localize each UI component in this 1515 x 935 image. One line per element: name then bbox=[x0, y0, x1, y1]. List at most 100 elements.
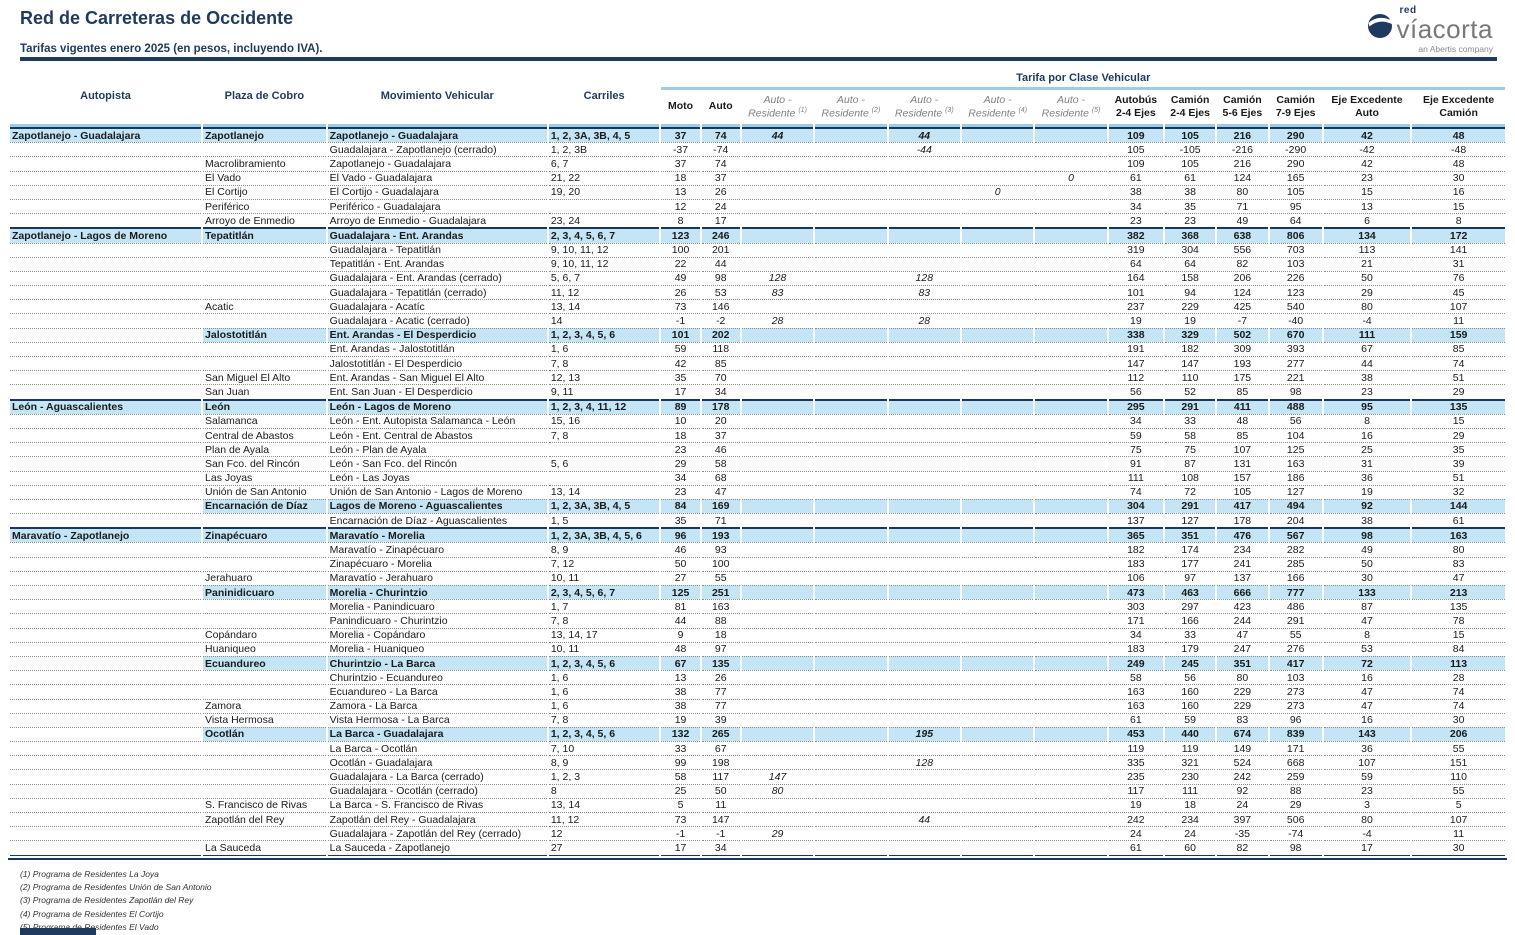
table-row: Copándaro Morelia - Copándaro 13, 14, 17 9 1… bbox=[10, 627, 1505, 642]
tarifa-cell: 87 bbox=[1165, 456, 1216, 470]
tarifa-cell: 18 bbox=[661, 427, 700, 442]
autopista-cell bbox=[10, 442, 202, 456]
tarifa-cell: 221 bbox=[1269, 370, 1322, 384]
vehicle-class-header: Camión 2-4 Ejes bbox=[1165, 90, 1216, 127]
tarifa-cell: 74 bbox=[1412, 698, 1505, 713]
tarifa-cell: 61 bbox=[1108, 170, 1163, 185]
carriles-cell: 9, 10, 11, 12 bbox=[548, 242, 660, 257]
tarifa-cell: 282 bbox=[1269, 542, 1322, 556]
tarifa-cell bbox=[888, 456, 960, 470]
autopista-cell bbox=[10, 641, 202, 656]
movimiento-cell: Guadalajara - Zapotlán del Rey (cerrado) bbox=[327, 826, 547, 840]
plaza-cell bbox=[203, 613, 326, 627]
tarifa-cell: 52 bbox=[1165, 384, 1216, 398]
tarifa-cell: 75 bbox=[1108, 442, 1163, 456]
table-row: La Sauceda La Sauceda - Zapotlanejo 27 17 34… bbox=[10, 840, 1505, 856]
movimiento-cell: Panindicuaro - Churintzio bbox=[327, 613, 547, 627]
tarifa-cell bbox=[888, 769, 960, 783]
plaza-cell: La Sauceda bbox=[203, 840, 326, 856]
tarifa-cell bbox=[741, 213, 814, 227]
tarifa-cell: 44 bbox=[741, 127, 814, 143]
table-row: Macrolibramiento Zapotlanejo - Guadalajar… bbox=[10, 156, 1505, 170]
tarifa-cell bbox=[961, 456, 1034, 470]
tarifa-cell bbox=[815, 413, 887, 428]
tarifa-cell bbox=[961, 741, 1034, 755]
movimiento-cell: Zinapécuaro - Morelia bbox=[327, 556, 547, 571]
plaza-cell: San Miguel El Alto bbox=[203, 370, 326, 384]
tarifa-cell: 8 bbox=[1323, 413, 1411, 428]
tarifa-cell bbox=[1035, 313, 1107, 327]
footnotes: (1) Programa de Residentes La Joya (2) Pr… bbox=[20, 868, 212, 934]
tarifa-cell bbox=[961, 227, 1034, 243]
tarifa-cell bbox=[1035, 142, 1107, 156]
tarifa-cell: 37 bbox=[701, 427, 740, 442]
tarifa-cell: 77 bbox=[701, 684, 740, 698]
table-row: San Fco. del Rincón León - San Fco. del R… bbox=[10, 456, 1505, 470]
autopista-cell bbox=[10, 327, 202, 342]
tarifa-cell bbox=[961, 826, 1034, 840]
tarifa-cell: 216 bbox=[1217, 127, 1268, 143]
tarifa-cell: 34 bbox=[661, 470, 700, 485]
logo-brand-label: víacorta bbox=[1396, 14, 1493, 44]
autopista-cell bbox=[10, 498, 202, 513]
page-title: Red de Carreteras de Occidente bbox=[20, 8, 294, 28]
autopista-cell bbox=[10, 599, 202, 613]
tarifa-cell: 8 bbox=[661, 213, 700, 227]
tarifa-cell: 6 bbox=[1323, 213, 1411, 227]
tarifa-cell bbox=[961, 498, 1034, 514]
tarifa-cell: 64 bbox=[1165, 256, 1216, 271]
tarifa-cell: 49 bbox=[1323, 542, 1411, 556]
tarifa-cell: 242 bbox=[1217, 769, 1268, 783]
tarifa-cell: 55 bbox=[1412, 783, 1505, 798]
carriles-cell: 14 bbox=[548, 313, 660, 327]
tarifa-cell bbox=[815, 812, 887, 826]
tarifa-cell: 91 bbox=[1108, 456, 1163, 470]
carriles-cell: 10, 11 bbox=[548, 570, 660, 585]
tarifa-cell: 92 bbox=[1217, 783, 1268, 798]
footnote: (4) Programa de Residentes El Cortijo bbox=[20, 908, 164, 919]
tarifa-cell bbox=[961, 256, 1034, 271]
carriles-cell: 6, 7 bbox=[548, 156, 660, 170]
tarifa-cell: 35 bbox=[1165, 198, 1216, 213]
tarifa-cell: 259 bbox=[1269, 769, 1322, 783]
tarifa-cell bbox=[741, 741, 814, 755]
tarifa-cell bbox=[888, 398, 960, 414]
tarifa-cell: 34 bbox=[1108, 198, 1163, 213]
tarifa-cell bbox=[888, 712, 960, 727]
vehicle-class-header: Auto bbox=[701, 90, 740, 127]
movimiento-cell: Guadalajara - Ent. Arandas (cerrado) bbox=[327, 270, 547, 285]
tarifa-cell bbox=[1035, 613, 1107, 627]
autopista-cell bbox=[10, 712, 202, 727]
tarifa-cell: 235 bbox=[1108, 769, 1163, 783]
tarifa-cell bbox=[888, 670, 960, 684]
tarifa-cell bbox=[815, 213, 887, 227]
tarifa-cell: 70 bbox=[701, 370, 740, 384]
tarifa-cell bbox=[1035, 384, 1107, 398]
tarifa-cell: 59 bbox=[1108, 427, 1163, 442]
plaza-cell bbox=[203, 556, 326, 571]
tarifa-cell: 38 bbox=[1323, 370, 1411, 384]
tarifa-cell: 83 bbox=[1217, 712, 1268, 727]
autopista-cell bbox=[10, 270, 202, 285]
tarifa-cell bbox=[961, 156, 1034, 170]
movimiento-cell: Arroyo de Enmedio - Guadalajara bbox=[327, 213, 547, 227]
tarifa-cell: 34 bbox=[1108, 627, 1163, 642]
tarifa-cell: 186 bbox=[1269, 470, 1322, 485]
tarifa-cell: 96 bbox=[661, 527, 700, 543]
tarifa-cell bbox=[961, 370, 1034, 384]
tarifa-cell bbox=[961, 356, 1034, 370]
tarifa-cell: 216 bbox=[1217, 156, 1268, 170]
column-header-movimiento-vehicular: Movimiento Vehicular bbox=[327, 68, 547, 127]
movimiento-cell: León - Lagos de Moreno bbox=[327, 398, 547, 414]
table-row: Periférico Periférico - Guadalajara 12 24 34… bbox=[10, 198, 1505, 213]
tarifa-cell: 15 bbox=[1412, 198, 1505, 213]
tarifa-cell: 163 bbox=[1108, 684, 1163, 698]
autopista-cell bbox=[10, 655, 202, 670]
movimiento-cell: León - Plan de Ayala bbox=[327, 442, 547, 456]
tarifa-cell bbox=[815, 299, 887, 313]
tarifa-cell: 24 bbox=[701, 198, 740, 213]
tarifa-cell: 806 bbox=[1269, 227, 1322, 243]
tarifa-cell bbox=[741, 570, 814, 585]
tarifa-cell bbox=[741, 456, 814, 470]
